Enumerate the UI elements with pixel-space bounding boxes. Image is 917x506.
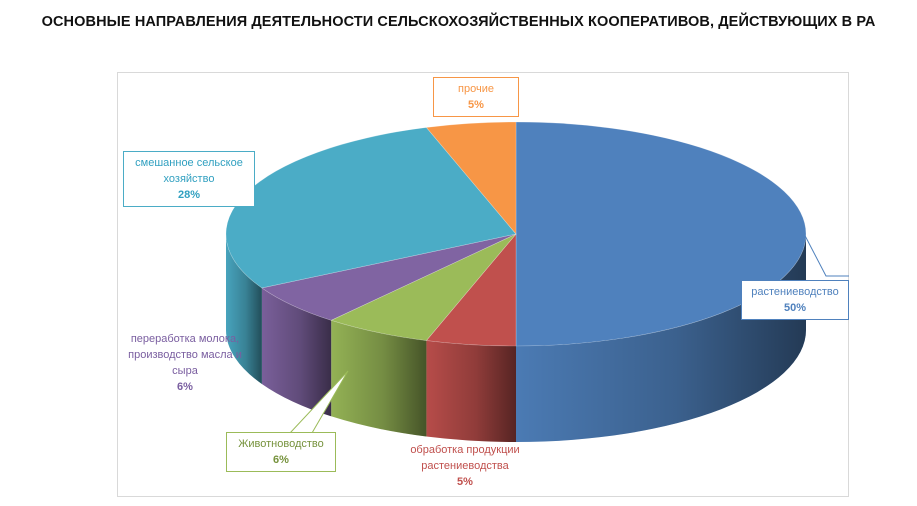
slice-label-value: 5%: [468, 99, 484, 111]
slice-label-text: Животноводство: [238, 438, 324, 450]
pie-slice-0: [515, 121, 807, 347]
pie-side-shade-4: [226, 234, 262, 384]
slice-label-rastenievodstvo: растениеводство 50%: [741, 280, 849, 320]
pie-side-shade-2: [331, 320, 427, 437]
leader-rastenievodstvo: [799, 225, 849, 277]
slice-label-text: прочие: [458, 83, 494, 95]
pie-slice-3: [261, 233, 517, 321]
slice-label-zhivotnovodstvo: Животноводство 6%: [226, 432, 336, 472]
pie-side-shade-1: [426, 340, 516, 443]
pie-slice-2: [330, 233, 517, 341]
slice-label-text: смешанное сельское хозяйство: [135, 157, 243, 185]
chart-title: ОСНОВНЫЕ НАПРАВЛЕНИЯ ДЕЯТЕЛЬНОСТИ СЕЛЬСК…: [41, 14, 876, 30]
pie-sides: [226, 234, 806, 443]
slice-label-smeshannoe: смешанное сельское хозяйство 28%: [123, 151, 255, 207]
slice-label-text: обработка продукции растениеводства: [410, 444, 520, 472]
leader-smeshannoe: [254, 183, 266, 198]
slice-label-value: 6%: [273, 454, 289, 466]
slice-label-pererabotka: переработка молока, производство масла и…: [114, 331, 256, 395]
slice-label-value: 28%: [177, 189, 201, 201]
slice-label-text: растениеводство: [751, 286, 839, 298]
pie-slice-1: [425, 233, 517, 347]
slice-label-value: 5%: [457, 476, 473, 488]
slice-label-prochie: прочие 5%: [433, 77, 519, 117]
pie-tops: [225, 121, 807, 347]
slice-label-text: переработка молока, производство масла и…: [128, 333, 242, 377]
slice-label-obrabotka: обработка продукции растениеводства 5%: [392, 442, 538, 490]
pie-slice-5: [425, 121, 517, 235]
pie-side-shade-0: [516, 234, 806, 442]
slice-label-value: 50%: [783, 302, 807, 314]
slice-label-value: 6%: [177, 381, 193, 393]
pie-side-shade-3: [261, 287, 332, 417]
